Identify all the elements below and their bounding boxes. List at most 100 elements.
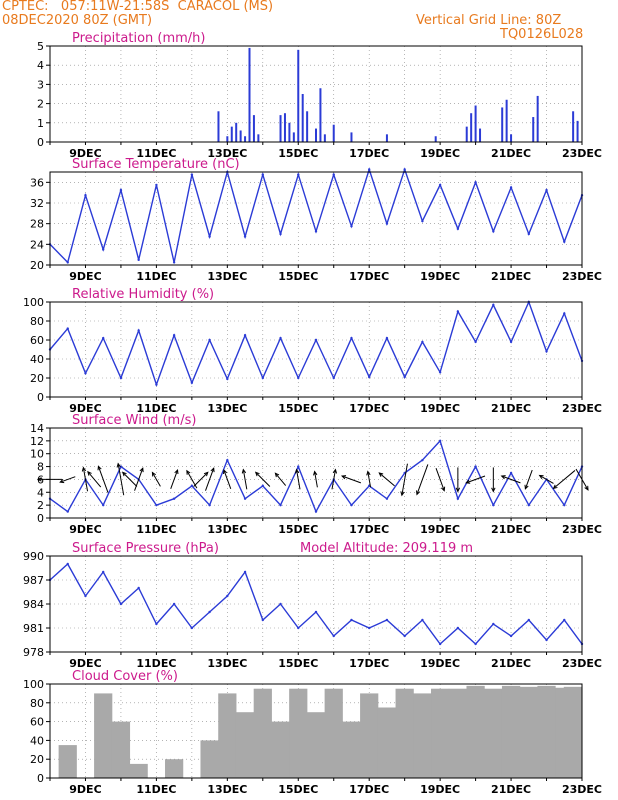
data-point — [563, 240, 566, 243]
data-bar — [332, 124, 335, 142]
data-bar — [519, 686, 538, 778]
wind-arrow-shaft — [255, 472, 271, 487]
x-tick-label: 21DEC — [491, 270, 531, 283]
x-tick-label: 21DEC — [491, 402, 531, 415]
panel-title: Surface Wind (m/s) — [72, 413, 196, 428]
data-bar — [510, 134, 513, 142]
data-point — [545, 350, 548, 353]
data-point — [226, 594, 229, 598]
wind-arrow-head — [121, 471, 127, 477]
x-tick-label: 11DEC — [136, 147, 176, 160]
data-bar — [235, 712, 255, 778]
data-point — [190, 173, 194, 176]
x-tick-label: 13DEC — [207, 402, 247, 415]
data-point — [421, 219, 424, 223]
x-tick-label: 15DEC — [278, 270, 318, 283]
data-bar — [474, 105, 477, 142]
data-bar — [288, 122, 291, 142]
panel-title: Surface Pressure (hPa) — [72, 541, 219, 556]
x-tick-label: 17DEC — [349, 523, 389, 536]
data-point — [66, 562, 69, 566]
plot-area — [50, 302, 582, 397]
wind-arrow-shaft — [60, 476, 76, 483]
data-bar — [315, 128, 317, 142]
wind-arrow-shaft — [117, 463, 125, 496]
data-bar — [279, 115, 282, 142]
data-point — [509, 340, 513, 344]
data-point — [279, 602, 282, 606]
data-point — [226, 377, 229, 381]
data-point — [208, 235, 211, 238]
wind-arrow-shaft — [539, 474, 554, 484]
y-tick-label: 20 — [30, 259, 44, 272]
data-bar — [253, 688, 272, 778]
data-bar — [434, 136, 437, 142]
data-point — [261, 376, 264, 380]
data-bar — [244, 136, 247, 142]
plot-frame — [49, 427, 583, 519]
data-point — [350, 225, 353, 228]
y-tick-label: 60 — [30, 716, 44, 729]
wind-arrow-head — [174, 468, 179, 475]
data-bar — [218, 693, 237, 778]
data-point — [527, 618, 530, 622]
data-bar — [129, 763, 148, 778]
y-tick-label: 40 — [30, 734, 44, 747]
wind-arrow-head — [340, 475, 347, 480]
x-tick-label: 19DEC — [420, 523, 460, 536]
data-point — [456, 310, 460, 313]
data-point — [314, 230, 318, 233]
wind-arrow-head — [378, 472, 384, 477]
panel-title: Relative Humidity (%) — [72, 287, 214, 302]
wind-arrow-shaft — [416, 464, 429, 495]
wind-arrow — [294, 468, 301, 490]
data-bar — [537, 685, 556, 778]
panel-title: Surface Temperature (nC) — [72, 157, 240, 172]
y-tick-label: 100 — [23, 678, 44, 691]
station-label: CPTEC: 057:11W-21:58S CARACOL (MS) — [2, 0, 274, 14]
y-tick-label: 14 — [30, 422, 44, 435]
data-point — [563, 312, 566, 315]
x-tick-label: 15DEC — [278, 657, 318, 670]
data-point — [403, 168, 406, 171]
y-tick-label: 24 — [30, 238, 44, 251]
y-tick-label: 10 — [30, 448, 44, 461]
data-point — [350, 503, 353, 507]
data-point — [137, 329, 140, 332]
data-bar — [252, 115, 255, 142]
x-tick-label: 19DEC — [420, 783, 460, 796]
panel-3: 0 20 40 60 80 100 9DEC 11DEC 13DEC 15DEC 17DEC 19DE… — [23, 287, 602, 415]
y-tick-label: 12 — [30, 435, 44, 448]
panel-title: Precipitation (mm/h) — [72, 31, 205, 46]
x-tick-label: 23DEC — [562, 402, 602, 415]
data-point — [527, 232, 530, 236]
data-point — [84, 194, 87, 197]
wind-arrow-shaft — [87, 471, 102, 488]
y-tick-label: 20 — [30, 753, 44, 766]
data-point — [509, 186, 513, 189]
data-point — [226, 458, 229, 462]
data-bar — [271, 721, 290, 778]
data-bar — [572, 111, 575, 142]
wind-arrow-shaft — [401, 463, 408, 496]
data-bar — [306, 712, 326, 778]
x-tick-label: 9DEC — [69, 523, 101, 536]
y-tick-label: 80 — [30, 315, 44, 328]
data-bar — [342, 721, 361, 778]
wind-arrow-head — [552, 484, 558, 490]
model-code-label: TQ0126L028 — [500, 27, 584, 42]
wind-arrow-shaft — [553, 470, 576, 489]
data-point — [261, 173, 264, 176]
wind-arrow-head — [465, 479, 471, 484]
data-bar — [479, 128, 482, 142]
data-bar — [466, 685, 485, 778]
wind-arrow — [116, 462, 125, 496]
data-point — [137, 258, 140, 262]
panel-title: Cloud Cover (%) — [72, 669, 178, 684]
data-point — [66, 510, 69, 513]
data-bar — [111, 721, 131, 778]
data-bar — [200, 740, 219, 778]
y-tick-label: 978 — [23, 646, 44, 659]
data-point — [243, 497, 247, 500]
